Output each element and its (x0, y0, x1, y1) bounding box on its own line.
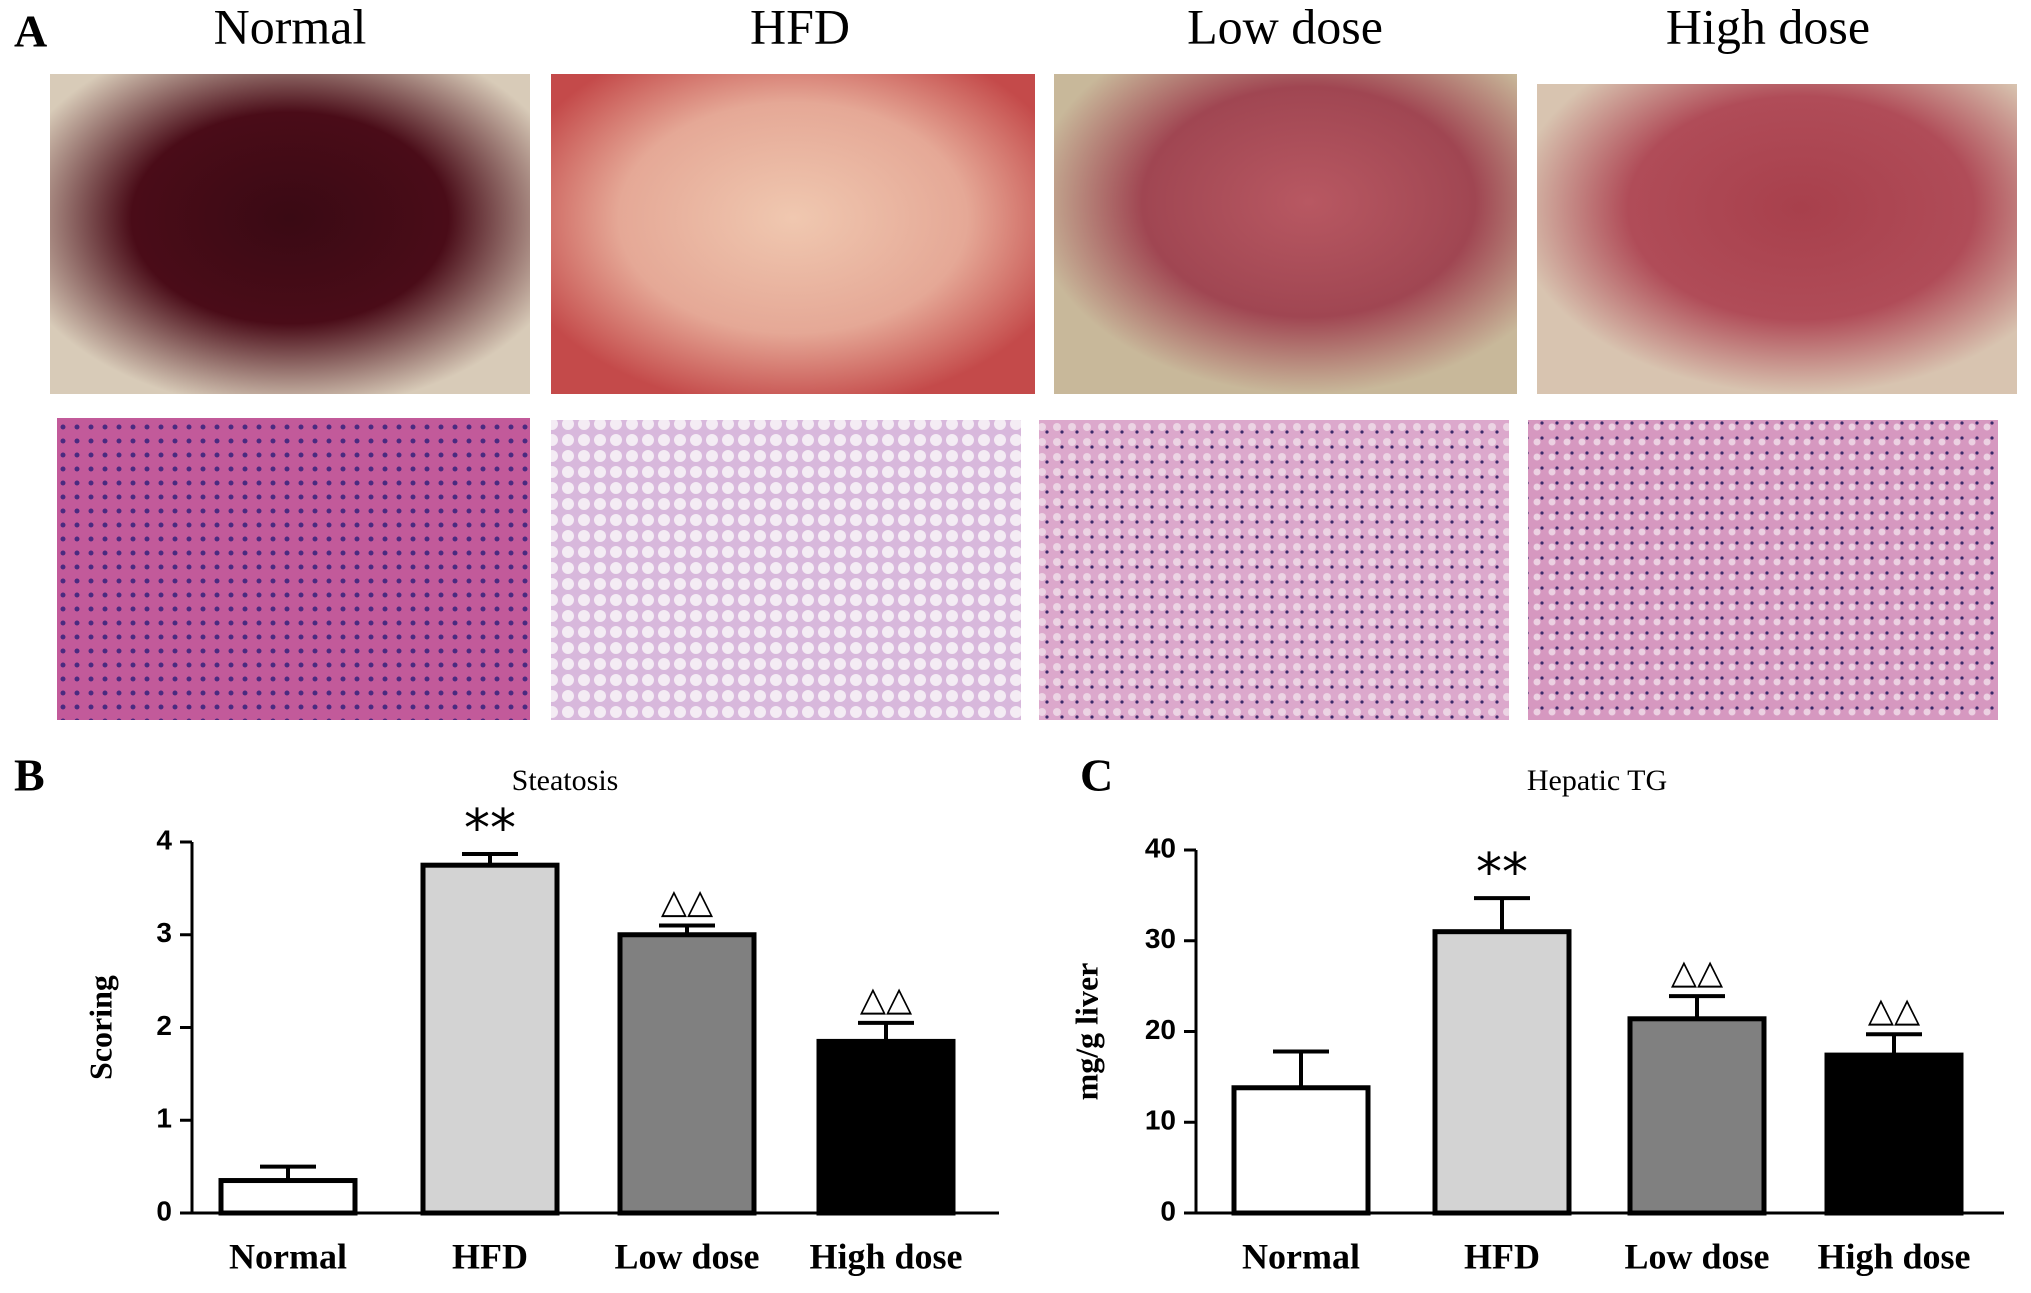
column-title: High dose (1666, 0, 1870, 54)
x-tick-label: Normal (229, 1236, 347, 1276)
bar (1432, 929, 1572, 1216)
y-tick-label: 10 (1145, 1105, 1176, 1136)
liver-photo (551, 74, 1035, 394)
panel-label: B (14, 750, 45, 801)
bar (1627, 1016, 1767, 1216)
bar (816, 1038, 956, 1216)
y-tick-label: 2 (156, 1010, 172, 1041)
significance-marker: ** (1476, 843, 1528, 903)
liver-photo (1054, 74, 1517, 394)
y-tick-label: 30 (1145, 923, 1176, 954)
panel-label: C (1080, 750, 1113, 801)
x-tick-label: High dose (809, 1236, 962, 1276)
bar (218, 1178, 358, 1216)
x-tick-label: Normal (1242, 1236, 1360, 1276)
x-tick-label: Low dose (1624, 1236, 1769, 1276)
chart-title: Steatosis (512, 764, 619, 797)
liver-photo (50, 74, 530, 394)
column-title: Normal (214, 0, 367, 54)
histology-image (1528, 420, 1998, 720)
y-tick-label: 1 (156, 1103, 172, 1134)
y-tick-label: 3 (156, 917, 172, 948)
y-tick-label: 0 (1160, 1195, 1176, 1226)
column-title: HFD (750, 0, 850, 54)
histology-image (57, 418, 530, 720)
y-tick-label: 40 (1145, 832, 1176, 863)
x-tick-label: Low dose (614, 1236, 759, 1276)
y-axis-label: mg/g liver (1068, 963, 1104, 1101)
histology-image (1039, 420, 1509, 720)
histology-image (551, 420, 1021, 720)
bar (1231, 1085, 1371, 1216)
y-tick-label: 4 (156, 824, 172, 855)
significance-marker: △△ (860, 979, 913, 1019)
x-tick-label: HFD (1464, 1236, 1540, 1276)
column-title: Low dose (1187, 0, 1383, 54)
y-axis-label: Scoring (82, 975, 118, 1080)
bar (1824, 1052, 1964, 1216)
y-tick-label: 20 (1145, 1014, 1176, 1045)
liver-photo (1537, 84, 2017, 394)
significance-marker: △△ (1868, 991, 1921, 1031)
x-tick-label: High dose (1817, 1236, 1970, 1276)
y-tick-label: 0 (156, 1195, 172, 1226)
chart-title: Hepatic TG (1527, 764, 1667, 797)
significance-marker: ** (464, 799, 516, 859)
significance-marker: △△ (1671, 953, 1724, 993)
bar (617, 932, 757, 1216)
panel-label: A (14, 6, 47, 57)
significance-marker: △△ (661, 882, 714, 922)
bar (420, 862, 560, 1216)
x-tick-label: HFD (452, 1236, 528, 1276)
